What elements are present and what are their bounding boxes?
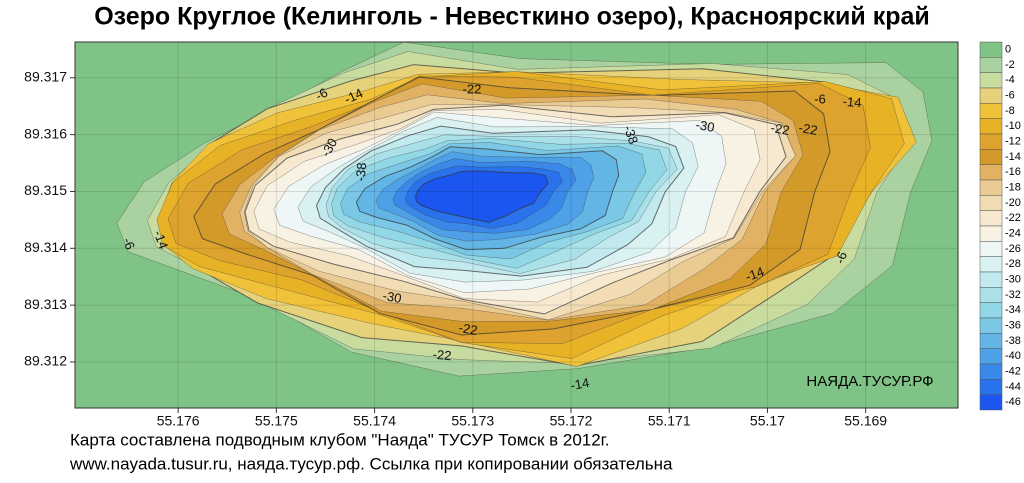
- colorbar-label: -18: [1005, 182, 1021, 194]
- contour-label: -14: [342, 85, 365, 107]
- footer-line: www.nayada.tusur.ru, наяда.тусур.рф. Ссы…: [69, 454, 673, 473]
- colorbar-label: -30: [1005, 274, 1021, 286]
- colorbar-label: -12: [1005, 136, 1021, 148]
- colorbar-cell: [979, 149, 1003, 165]
- colorbar-cell: [979, 302, 1003, 319]
- contour-label: -6: [120, 236, 138, 252]
- contour-label: -38: [353, 162, 370, 182]
- x-tick-label: 55.175: [255, 413, 298, 429]
- contour-label: -22: [432, 347, 452, 364]
- colorbar-cell: [979, 271, 1003, 288]
- colorbar-label: -42: [1005, 366, 1021, 378]
- colorbar-cell: [979, 118, 1003, 135]
- contour-label: -30: [695, 117, 716, 135]
- contour-label: -14: [842, 94, 862, 111]
- colorbar-cell: [979, 133, 1003, 150]
- colorbar-label: -24: [1005, 228, 1021, 240]
- contour-label: -6: [832, 250, 850, 266]
- colorbar-label: -4: [1005, 74, 1015, 86]
- colorbar-label: -32: [1005, 289, 1021, 301]
- colorbar-cell: [979, 72, 1003, 89]
- title: Озеро Круглое (Келинголь - Невесткино оз…: [94, 3, 930, 31]
- y-tick-label: 89.317: [24, 69, 67, 85]
- x-tick-label: 55.169: [844, 413, 887, 429]
- colorbar-label: -26: [1005, 243, 1021, 255]
- colorbar-label: -34: [1005, 304, 1021, 316]
- contour-label: -14: [151, 228, 172, 251]
- colorbar-label: -44: [1005, 381, 1021, 393]
- y-tick-label: 89.312: [24, 353, 67, 369]
- contour-label: -14: [569, 375, 590, 393]
- x-tick-label: 55.176: [157, 413, 200, 429]
- y-tick-label: 89.316: [24, 125, 67, 141]
- colorbar-label: -40: [1005, 350, 1021, 362]
- colorbar-label: -36: [1005, 320, 1021, 332]
- colorbar-cell: [979, 179, 1003, 196]
- y-tick-label: 89.313: [24, 296, 67, 312]
- colorbar-label: -20: [1005, 197, 1021, 209]
- y-tick-label: 89.315: [24, 182, 67, 198]
- x-tick-label: 55.174: [353, 413, 396, 429]
- colorbar-cell: [979, 363, 1003, 380]
- colorbar-label: -28: [1005, 258, 1021, 270]
- contour-label: -38: [621, 123, 642, 146]
- colorbar-label: -46: [1005, 396, 1021, 408]
- colorbar-cell: [979, 195, 1003, 211]
- contour-label: -22: [798, 120, 819, 138]
- colorbar-label: -8: [1005, 105, 1015, 117]
- map-area: [75, 41, 958, 408]
- contour-label: -22: [458, 320, 479, 338]
- x-tick-label: 55.172: [550, 413, 593, 429]
- colorbar-label: -22: [1005, 212, 1021, 224]
- colorbar-label: -10: [1005, 120, 1021, 132]
- contour-label: -14: [743, 264, 766, 285]
- colorbar-cell: [979, 87, 1003, 104]
- colorbar-cell: [979, 210, 1003, 227]
- colorbar-cell: [979, 241, 1003, 257]
- watermark: НАЯДА.ТУСУР.РФ: [806, 373, 933, 390]
- colorbar-cell: [979, 394, 1003, 411]
- colorbar-label: -38: [1005, 335, 1021, 347]
- colorbar-cell: [979, 256, 1003, 273]
- contour-label: -22: [463, 81, 482, 96]
- colorbar-label: -14: [1005, 151, 1021, 163]
- colorbar-cell: [979, 41, 1003, 58]
- colorbar-label: -6: [1005, 90, 1015, 102]
- colorbar-cell: [979, 287, 1003, 303]
- colorbar-cell: [979, 348, 1003, 365]
- x-tick-label: 55.17: [750, 413, 785, 429]
- footer-line: Карта составлена подводным клубом "Наяда…: [70, 430, 610, 449]
- colorbar-label: -16: [1005, 166, 1021, 178]
- contour-label: -30: [382, 288, 403, 306]
- colorbar-cell: [979, 57, 1003, 73]
- depth-band: [414, 170, 549, 223]
- x-tick-label: 55.173: [451, 413, 494, 429]
- map-frame: [74, 41, 959, 409]
- y-tick-label: 89.314: [24, 239, 67, 255]
- colorbar-label: 0: [1005, 44, 1011, 56]
- colorbar-label: -2: [1005, 59, 1015, 71]
- colorbar-cell: [979, 225, 1003, 242]
- colorbar-cell: [979, 103, 1003, 119]
- x-tick-label: 55.171: [648, 413, 691, 429]
- contour-label: -22: [770, 120, 791, 138]
- colorbar-cell: [979, 164, 1003, 181]
- colorbar-cell: [979, 379, 1003, 395]
- colorbar-cell: [979, 317, 1003, 334]
- contour-label: -6: [814, 91, 826, 106]
- colorbar-cell: [979, 333, 1003, 349]
